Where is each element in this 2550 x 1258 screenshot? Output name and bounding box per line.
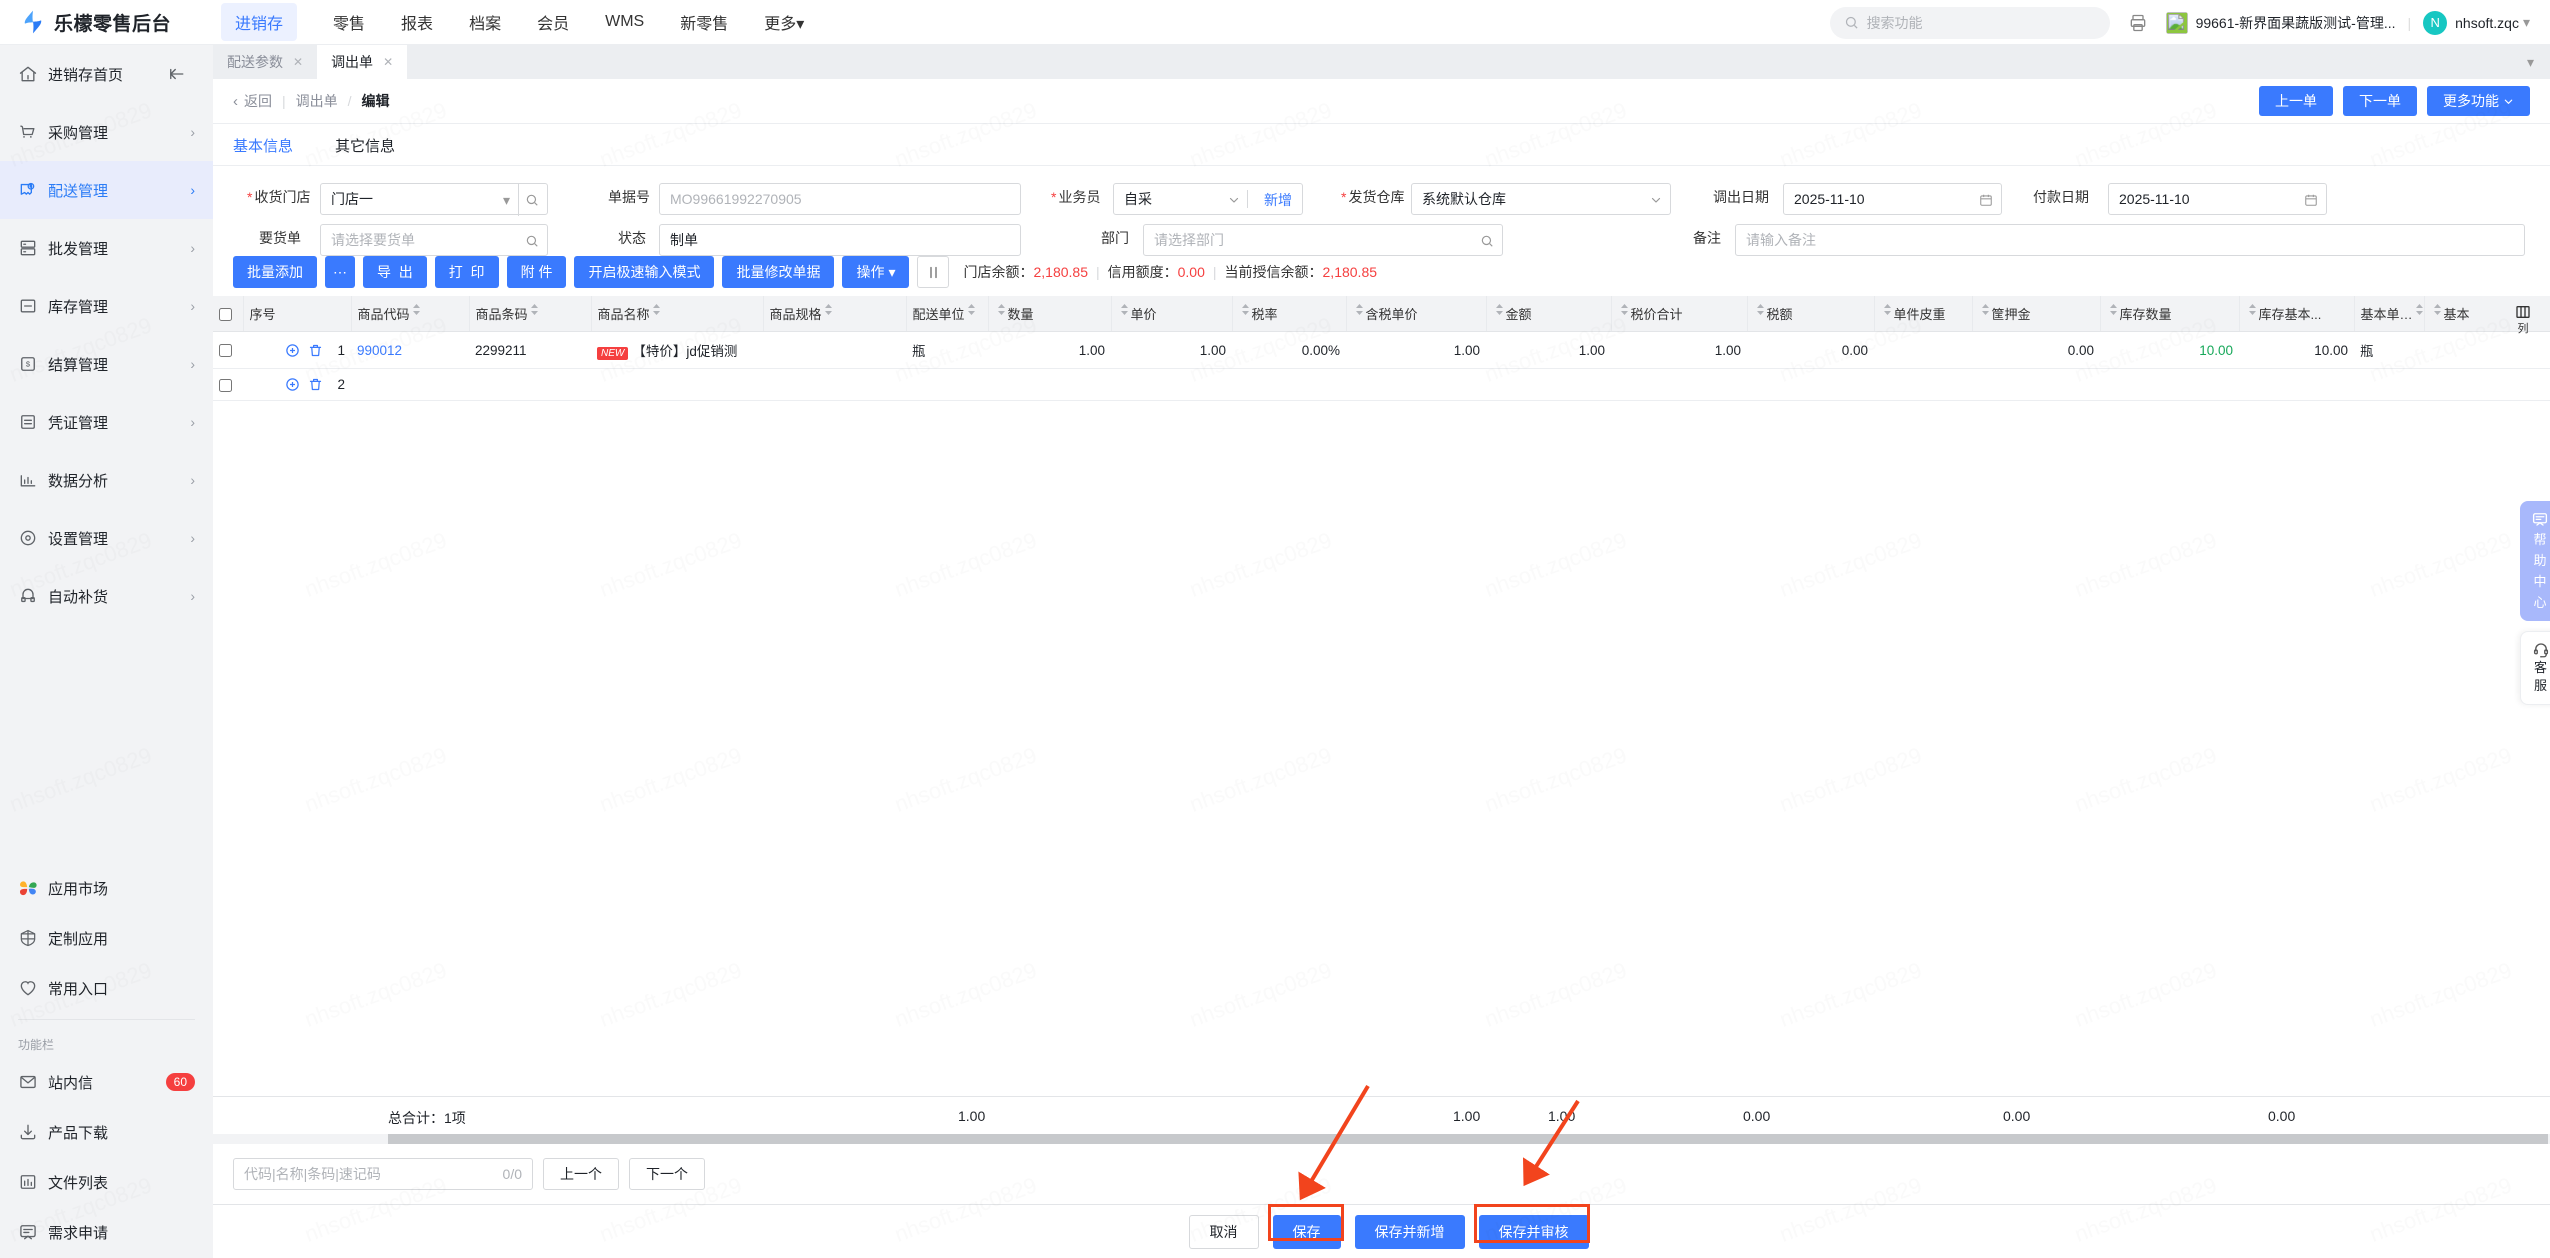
svg-text:$: $ [26,360,31,369]
